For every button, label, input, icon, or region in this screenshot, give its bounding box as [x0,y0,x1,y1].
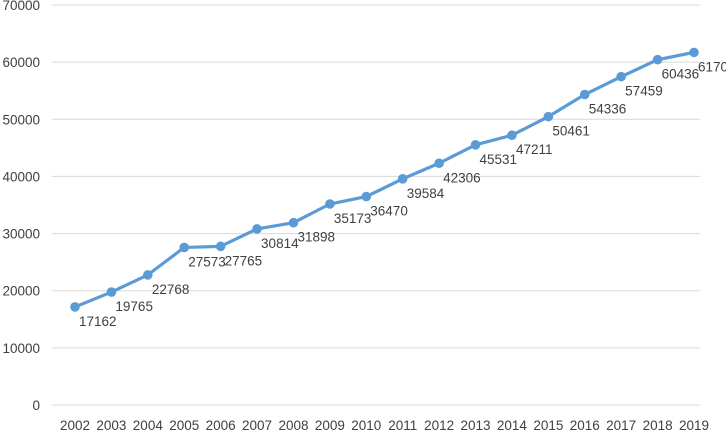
data-point [70,302,80,312]
data-point [652,54,663,65]
y-tick-label: 20000 [2,284,40,299]
data-label: 17162 [79,314,117,329]
y-tick-label: 10000 [2,341,40,356]
data-label: 39584 [407,186,445,201]
data-point [689,47,699,58]
x-tick-label: 2009 [315,418,345,431]
data-point [106,287,117,297]
data-label: 47211 [516,142,553,157]
x-tick-label: 2018 [643,418,673,431]
data-label: 45531 [480,152,518,167]
data-point [179,242,190,253]
data-label: 27765 [225,253,263,268]
data-label: 61709 [698,59,726,74]
x-tick-label: 2013 [461,418,491,431]
data-point [215,241,226,252]
data-label: 31898 [297,230,335,245]
data-label: 27573 [188,254,226,269]
x-tick-label: 2002 [60,418,90,431]
x-tick-label: 2008 [278,418,308,431]
x-tick-label: 2015 [533,418,563,431]
data-point [579,89,590,100]
data-point [543,111,554,122]
data-point [143,270,153,280]
x-tick-label: 2016 [570,418,600,431]
x-tick-label: 2017 [606,418,636,431]
x-tick-label: 2012 [424,418,454,431]
y-tick-label: 30000 [2,227,40,242]
data-label: 36470 [370,204,408,219]
x-tick-label: 2007 [242,418,272,431]
data-point [361,191,372,202]
data-label: 54336 [589,102,627,117]
data-label: 35173 [334,211,372,226]
data-points [70,47,699,312]
x-tick-label: 2010 [351,418,381,431]
x-tick-label: 2019 [679,418,709,431]
x-tick-label: 2011 [388,418,417,431]
data-label: 19765 [115,299,153,314]
x-tick-label: 2003 [96,418,126,431]
series-line [73,50,696,309]
data-label: 22768 [152,282,190,297]
y-tick-label: 40000 [2,169,40,184]
data-label: 30814 [261,236,299,251]
x-tick-label: 2014 [497,418,528,431]
data-point [616,71,626,82]
x-tick-label: 2005 [169,418,199,431]
y-tick-label: 50000 [2,112,40,127]
y-tick-label: 0 [32,398,40,413]
data-point [252,224,262,234]
gridlines [52,4,700,406]
data-point [434,158,444,169]
data-label: 50461 [552,124,590,139]
data-label: 57459 [625,84,663,99]
data-point [325,199,335,209]
data-label: 42306 [443,170,481,185]
x-tick-label: 2006 [206,418,236,431]
x-tick-label: 2004 [133,418,164,431]
y-tick-label: 70000 [2,0,40,13]
y-axis-ticks: 0 10000 20000 30000 40000 50000 60000 70000 [2,0,40,413]
data-point [288,217,299,228]
data-point [397,174,408,184]
data-point [470,140,481,150]
y-tick-label: 60000 [2,55,40,70]
data-label: 60436 [662,67,700,82]
data-point [507,130,517,141]
x-axis-ticks: 2002 2003 2004 2005 2006 2007 2008 2009 2010 2011… [60,418,709,431]
